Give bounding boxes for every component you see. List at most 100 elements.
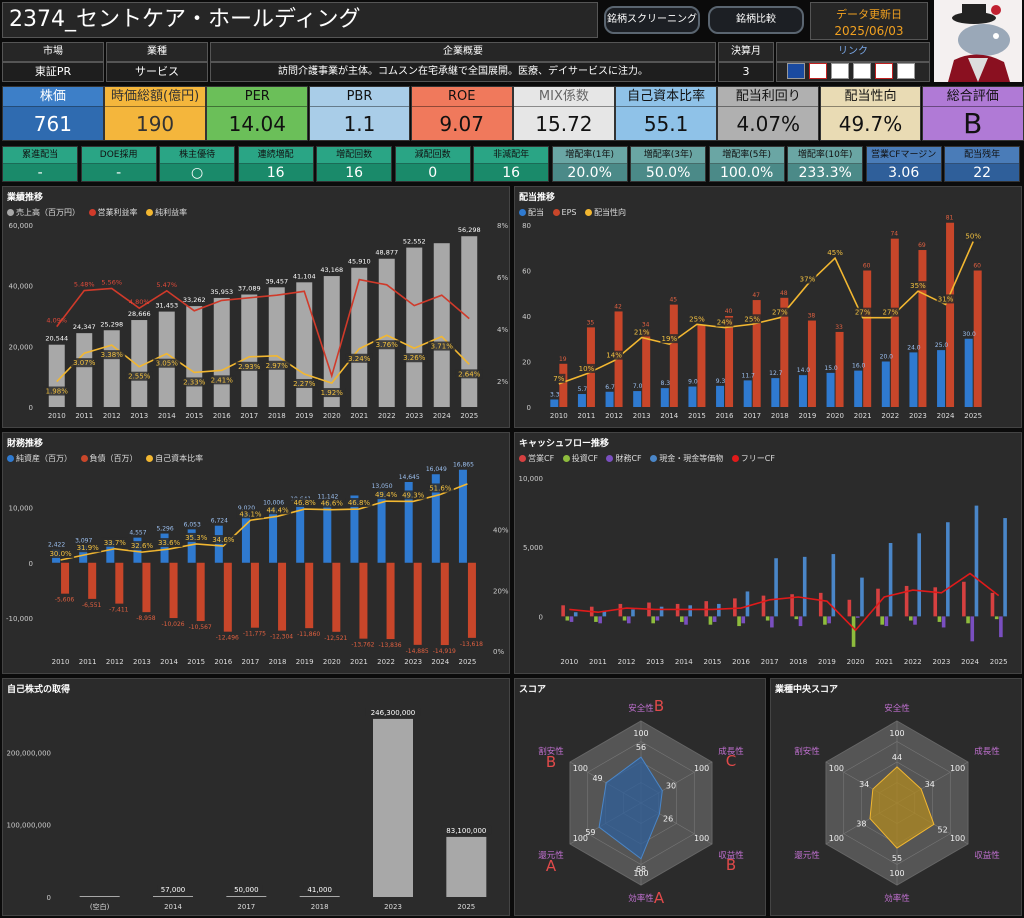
payout-label: 24%: [717, 319, 733, 327]
equity-ratio-label-bg: [128, 541, 156, 551]
inv-cf-bar: [651, 616, 655, 624]
inv-cf-bar: [823, 616, 827, 625]
radar-value: 55: [892, 854, 902, 863]
dividend-label: 9.0: [688, 379, 698, 386]
x-tick: 2011: [578, 412, 596, 420]
buyback-chart: 200,000,000 100,000,000 0 57,000 50,000 41,00…: [6, 707, 492, 911]
buyback-bar: [299, 896, 340, 897]
compare-button[interactable]: 銘柄比較: [708, 6, 804, 34]
sales-label: 45,910: [348, 258, 371, 266]
radar-max: 100: [889, 729, 904, 738]
x-tick: 2018: [268, 412, 286, 420]
irbank-link-icon[interactable]: [787, 63, 805, 79]
fin-cf-bar: [999, 616, 1003, 638]
legend-equity-ratio: 自己資本比率: [155, 454, 204, 463]
update-label: データ更新日: [836, 8, 902, 21]
screening-button[interactable]: 銘柄スクリーニング: [604, 6, 700, 34]
net-margin-label: 3.71%: [431, 343, 454, 351]
net-assets-bar: [106, 540, 115, 563]
small-tile-value: 50.0%: [645, 165, 691, 181]
inv-cf-bar: [765, 616, 770, 621]
net-assets-bar: [377, 490, 386, 563]
cash-bar: [831, 554, 836, 617]
sales-label: 48,877: [375, 249, 398, 257]
net-assets-label: 16,865: [453, 462, 474, 469]
net-margin-label-bg: [208, 375, 236, 385]
y-tick: 0: [539, 613, 543, 621]
inv-cf-bar: [594, 616, 598, 622]
buyback-bar: [373, 718, 413, 897]
eps-bar: [642, 329, 651, 407]
page-title: 2374_セントケア・ホールディング: [2, 2, 598, 38]
net-margin-label-bg: [235, 361, 263, 371]
net-assets-label: 2,422: [48, 541, 65, 548]
op-cf-bar: [876, 588, 880, 617]
liabilities-label: -13,618: [460, 641, 483, 648]
buyback-label-bg: [303, 885, 336, 894]
cash-bar: [860, 577, 864, 617]
small-tile-label: 増配率(5年): [709, 147, 784, 164]
kabutan-link-icon[interactable]: [809, 63, 827, 79]
liabilities-bar: [169, 562, 178, 619]
eps-label: 81: [946, 215, 954, 222]
equity-ratio-label: 32.6%: [131, 542, 154, 550]
eps-label: 60: [863, 263, 871, 270]
radar-max: 100: [694, 834, 709, 843]
equity-ratio-label-bg: [345, 498, 373, 508]
link-icons: [776, 62, 930, 82]
small-tile-8: 増配率(3年) 50.0%: [630, 146, 707, 182]
cash-bar: [802, 556, 807, 617]
payout-label: 7%: [553, 375, 564, 383]
x-tick: 2020: [323, 658, 341, 666]
dividend-label: 14.0: [797, 367, 811, 374]
overview-value: 訪問介護事業が主体。コムスン在宅承継で全国展開。医療、デイサービスに注力。: [210, 62, 716, 82]
payout-label: 27%: [855, 309, 871, 317]
metric-4: ROE 9.07: [410, 86, 513, 141]
profile-link-icon[interactable]: [831, 63, 849, 79]
equity-ratio-label: 46.8%: [294, 499, 317, 507]
cash-bar: [659, 606, 664, 617]
small-tile-4: 増配回数 16: [316, 146, 393, 182]
sales-bar: [186, 306, 203, 407]
small-tile-3: 連続増配 16: [237, 146, 314, 182]
y-tick: 0: [527, 404, 531, 412]
payout-label-bg: [826, 248, 844, 258]
score-panel: スコア 56 30 26 68 59 49 100 100 100 100 100 100 安全性 B 成長…: [514, 678, 766, 916]
small-tile-2: 株主優待 ○: [159, 146, 236, 182]
y-tick: 40,000: [9, 283, 34, 291]
y-tick: 0: [29, 560, 33, 568]
fin-cf-bar: [770, 616, 774, 628]
metric-label: 配当利回り: [718, 87, 819, 107]
y2-tick: 2%: [497, 378, 508, 386]
panel-title: 業績推移: [7, 193, 44, 203]
x-tick: 2019: [799, 412, 817, 420]
radar-axis-label: 効率性: [628, 893, 654, 904]
x-tick: 2010: [560, 658, 578, 666]
equity-ratio-label-bg: [101, 537, 129, 547]
dividend-bar: [633, 391, 642, 407]
liabilities-label: -12,304: [270, 634, 293, 641]
equity-ratio-label-bg: [399, 490, 427, 500]
chart-link-icon[interactable]: [853, 63, 871, 79]
x-tick: 2010: [52, 658, 70, 666]
yutai-link-icon[interactable]: [897, 63, 915, 79]
equity-ratio-label-bg: [74, 543, 102, 553]
eps-label: 69: [918, 242, 926, 249]
net-margin-label: 2.27%: [293, 380, 316, 388]
shikiho-link-icon[interactable]: [875, 63, 893, 79]
net-assets-bar: [431, 474, 440, 563]
net-margin-label-bg: [43, 386, 71, 396]
sales-label: 20,544: [45, 335, 68, 343]
dividend-label: 9.3: [716, 378, 726, 385]
x-tick: 2010: [48, 412, 66, 420]
buyback-label: 41,000: [307, 886, 332, 894]
inv-cf-bar: [880, 616, 884, 625]
fin-cf-bar: [684, 616, 688, 625]
liabilities-label: -12,521: [324, 635, 347, 642]
cash-bar: [774, 558, 778, 617]
net-assets-label: 6,053: [184, 521, 201, 528]
small-tile-label: 増配率(3年): [631, 147, 706, 164]
payout-line: [558, 241, 974, 385]
x-tick: 2025: [964, 412, 982, 420]
net-margin-label: 2.33%: [183, 378, 206, 386]
